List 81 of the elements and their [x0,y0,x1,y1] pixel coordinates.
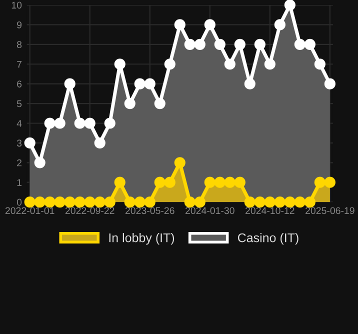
point [34,196,46,208]
point [204,19,216,30]
y-tick-label: 0 [16,198,22,206]
point [244,78,256,90]
point [154,98,166,110]
point [114,58,126,70]
point [284,0,296,11]
x-tick-label: 2022-09-22 [65,207,114,214]
x-tick-label: 2023-05-26 [126,207,174,214]
point [274,196,286,208]
point [174,157,186,168]
y-tick-label: 4 [16,120,22,127]
point [274,19,286,30]
y-tick-label: 2 [17,159,22,166]
point [134,196,146,208]
x-tick-label: 2024-10-12 [246,207,294,214]
point [314,176,326,188]
point [44,118,56,129]
point [74,118,86,129]
legend-label: Casino (IT) [238,233,298,245]
point [264,58,276,70]
point [64,196,76,208]
point [264,196,276,208]
point [234,38,246,50]
point [154,176,166,188]
point [144,196,156,208]
point [304,38,316,50]
point [214,176,226,188]
point [84,118,96,129]
point [134,78,146,90]
y-tick-label: 10 [12,2,22,9]
y-tick-label: 8 [17,41,22,48]
y-tick-label: 6 [17,80,22,88]
point [114,176,126,188]
point [124,98,136,110]
x-tick-label: 2025-06-19 [306,207,354,214]
point [244,196,256,208]
point [24,137,36,149]
legend-label: In lobby (IT) [109,233,174,245]
point [294,196,306,208]
point [64,78,76,90]
point [254,38,266,50]
point [194,38,206,50]
point [104,118,116,129]
point [144,78,156,90]
point [254,196,266,208]
point [184,38,196,50]
x-tick-label: 2024-01-30 [186,207,234,214]
point [314,58,326,70]
point [324,78,336,90]
point [54,118,66,129]
point [164,176,176,188]
point [304,196,316,208]
point [104,196,116,208]
point [224,176,236,188]
x-tick-label: 2022-01-01 [5,207,54,214]
point [94,196,106,208]
point [164,58,176,70]
point [214,38,226,50]
point [44,196,56,208]
point [184,196,196,208]
point [324,176,336,188]
point [204,176,216,188]
point [194,196,206,208]
point [34,157,46,168]
point [24,196,36,208]
point [74,196,86,208]
y-tick-label: 3 [16,140,22,147]
y-tick-label: 7 [17,60,22,68]
point [234,176,246,188]
point [124,196,136,208]
point [174,19,186,30]
point [224,58,236,70]
point [284,196,296,208]
y-tick-label: 5 [16,100,22,108]
y-tick-label: 1 [17,179,22,186]
point [294,38,306,50]
point [84,196,96,208]
point [54,196,66,208]
y-tick-label: 9 [17,21,22,28]
point [94,137,106,149]
